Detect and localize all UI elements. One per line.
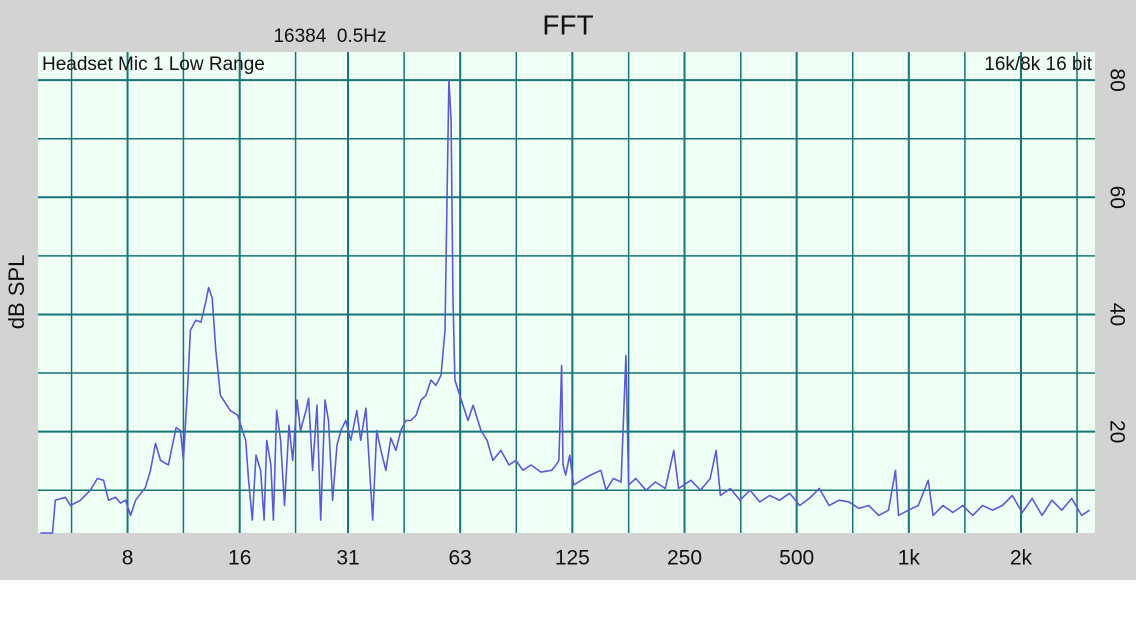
- x-tick-label: 63: [449, 547, 472, 570]
- x-tick-label: 1k: [898, 547, 921, 570]
- annotation: 16k/8k 16 bit: [984, 54, 1092, 75]
- annotation: Headset Mic 1 Low Range: [42, 54, 265, 75]
- x-tick-label: 31: [336, 547, 359, 570]
- x-tick-label: 8: [122, 547, 134, 570]
- x-tick-label: 2k: [1010, 547, 1033, 570]
- y-tick-label: 20: [1105, 420, 1128, 443]
- x-tick-label: 125: [555, 547, 590, 570]
- x-tick-label: 16: [228, 547, 251, 570]
- plot-area: [38, 52, 1095, 533]
- grid: [38, 52, 1095, 533]
- x-tick-label: 500: [779, 547, 814, 570]
- y-axis-label: dB SPL: [4, 255, 29, 330]
- chart-title: FFT: [542, 9, 593, 40]
- y-tick-label: 80: [1105, 68, 1128, 91]
- x-tick-label: 250: [667, 547, 702, 570]
- data-line: [40, 79, 1090, 534]
- marks: [40, 79, 1090, 534]
- chart-subtitle: 16384 0.5Hz: [273, 26, 386, 47]
- y-tick-label: 40: [1105, 303, 1128, 326]
- y-tick-label: 60: [1105, 186, 1128, 209]
